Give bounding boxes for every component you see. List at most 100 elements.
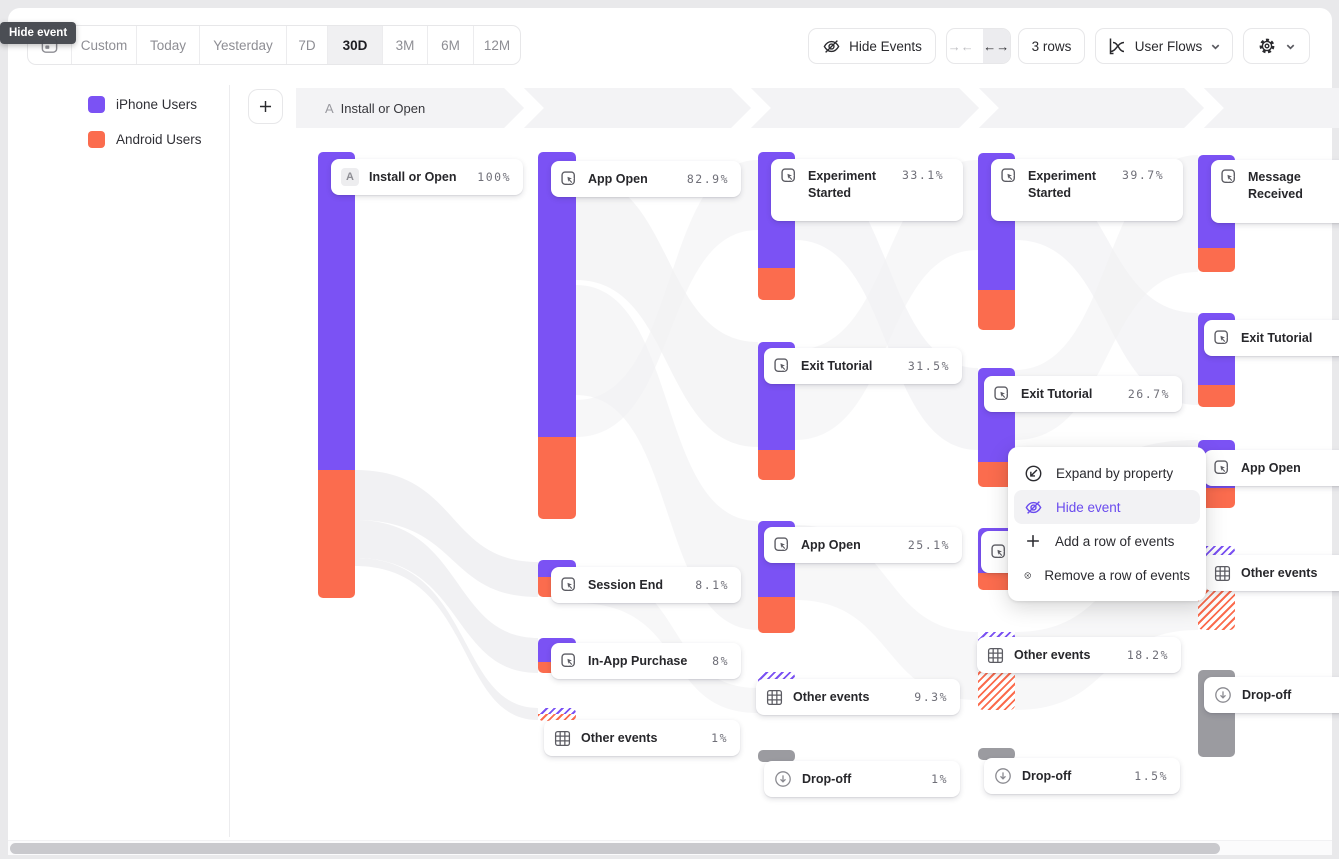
- flow-node-other-events-4[interactable]: Other events 18.2%: [977, 637, 1181, 673]
- node-label: Exit Tutorial: [1241, 331, 1313, 345]
- menu-item-add-a-row-of-events[interactable]: Add a row of events: [1014, 524, 1200, 558]
- date-range-3m[interactable]: 3M: [383, 26, 428, 64]
- date-range-6m[interactable]: 6M: [428, 26, 474, 64]
- flow-node-message-received-5[interactable]: Message Received: [1211, 160, 1339, 223]
- flow-bar-install-or-open-1[interactable]: [318, 470, 355, 598]
- flow-node-other-events-3[interactable]: Other events 9.3%: [756, 679, 960, 715]
- flow-node-other-events-2[interactable]: Other events 1%: [544, 720, 740, 756]
- flow-bar-drop-off-3[interactable]: [758, 750, 795, 762]
- flow-bar-exit-tutorial-5[interactable]: [1198, 385, 1235, 407]
- date-range-7d[interactable]: 7D: [287, 26, 328, 64]
- settings-dropdown[interactable]: [1243, 28, 1310, 64]
- hide-events-button[interactable]: Hide Events: [808, 28, 936, 64]
- flow-bar-install-or-open-1[interactable]: [318, 152, 355, 470]
- drop-off-icon: [775, 771, 791, 787]
- scrollbar-thumb[interactable]: [10, 843, 1220, 854]
- date-range-yesterday[interactable]: Yesterday: [200, 26, 287, 64]
- node-label: Drop-off: [1242, 688, 1292, 702]
- flow-node-app-open-3[interactable]: App Open 25.1%: [764, 527, 962, 563]
- node-percentage: 26.7%: [1127, 387, 1170, 401]
- collapse-columns-icon[interactable]: →←: [947, 38, 974, 54]
- eye-off-icon: [823, 39, 840, 53]
- chevron-down-icon: [1286, 44, 1295, 50]
- user-flows-icon: [1109, 38, 1124, 55]
- flow-bar-app-open-2[interactable]: [538, 152, 576, 437]
- flow-bar-experiment-started-3[interactable]: [758, 268, 795, 300]
- legend-label: iPhone Users: [116, 97, 198, 112]
- horizontal-scrollbar[interactable]: [8, 840, 1332, 855]
- event-cursor-icon: [1214, 329, 1228, 344]
- flow-node-drop-off-3[interactable]: Drop-off 1%: [764, 761, 960, 797]
- node-label: Exit Tutorial: [1021, 387, 1093, 401]
- node-label: Other events: [1241, 566, 1318, 580]
- legend-swatch: [88, 131, 105, 148]
- flow-bar-other-events-2[interactable]: [538, 714, 576, 721]
- other-events-grid-icon: [554, 730, 571, 746]
- hide-events-label: Hide Events: [849, 38, 922, 54]
- flow-bar-message-received-5[interactable]: [1198, 248, 1235, 272]
- series-legend: iPhone Users Android Users: [88, 96, 202, 166]
- event-cursor-icon: [1221, 169, 1235, 183]
- node-percentage: 100%: [477, 170, 511, 184]
- node-label: Install or Open: [369, 170, 457, 184]
- flow-node-session-end-2[interactable]: Session End 8.1%: [551, 567, 741, 603]
- rows-button[interactable]: 3 rows: [1018, 28, 1085, 64]
- legend-item-1[interactable]: Android Users: [88, 131, 202, 148]
- flow-node-drop-off-4[interactable]: Drop-off 1.5%: [984, 758, 1180, 794]
- flow-node-exit-tutorial-5[interactable]: Exit Tutorial: [1204, 320, 1339, 356]
- hide-event-tooltip: Hide event: [0, 22, 77, 44]
- flow-bar-exit-tutorial-3[interactable]: [758, 450, 795, 480]
- flow-bar-experiment-started-4[interactable]: [978, 290, 1015, 330]
- flow-node-other-events-5[interactable]: Other events: [1204, 555, 1339, 591]
- view-type-dropdown[interactable]: User Flows: [1095, 28, 1233, 64]
- date-range-12m[interactable]: 12M: [483, 37, 511, 53]
- other-events-grid-icon: [1214, 565, 1231, 581]
- flow-node-experiment-started-4[interactable]: Experiment Started 39.7%: [991, 159, 1183, 221]
- date-range-control[interactable]: Custom Today Yesterday 7D 30D 3M 6M 12M: [27, 25, 521, 65]
- flow-bar-other-events-2[interactable]: [538, 708, 576, 714]
- flow-bar-app-open-3[interactable]: [758, 597, 795, 633]
- node-label: Exit Tutorial: [801, 359, 873, 373]
- date-range-custom[interactable]: Custom: [72, 26, 137, 64]
- node-label: App Open: [1241, 461, 1301, 475]
- event-cursor-icon: [991, 543, 1005, 558]
- date-range-30d[interactable]: 30D: [328, 26, 383, 64]
- menu-item-hide-event[interactable]: Hide event: [1014, 490, 1200, 524]
- flow-node-in-app-purchase-2[interactable]: In-App Purchase 8%: [551, 643, 741, 679]
- event-cursor-icon: [561, 652, 575, 667]
- flow-node-exit-tutorial-3[interactable]: Exit Tutorial 31.5%: [764, 348, 962, 384]
- flow-node-install-or-open-1[interactable]: A Install or Open 100%: [331, 159, 523, 195]
- node-label: In-App Purchase: [588, 654, 688, 668]
- legend-item-0[interactable]: iPhone Users: [88, 96, 202, 113]
- node-percentage: 9.3%: [914, 690, 948, 704]
- add-step-button[interactable]: [248, 89, 283, 124]
- flow-node-app-open-2[interactable]: App Open 82.9%: [551, 161, 741, 197]
- node-percentage: 8.1%: [695, 578, 729, 592]
- flow-node-drop-off-5[interactable]: Drop-off: [1204, 677, 1339, 713]
- node-label: Other events: [1014, 648, 1091, 662]
- node-label: Session End: [588, 578, 664, 592]
- node-percentage: 39.7%: [1122, 168, 1165, 182]
- node-percentage: 25.1%: [907, 538, 950, 552]
- flow-node-experiment-started-3[interactable]: Experiment Started 33.1%: [771, 159, 963, 221]
- plus-icon: [1027, 535, 1039, 547]
- event-cursor-icon: [561, 576, 575, 591]
- expand-by-property-icon: [1025, 465, 1042, 481]
- drop-off-icon: [1215, 687, 1231, 703]
- flow-bar-hidden-node-4[interactable]: [978, 573, 1015, 590]
- flow-node-app-open-5[interactable]: App Open: [1204, 450, 1339, 486]
- flow-bar-drop-off-4[interactable]: [978, 748, 1015, 760]
- collapse-expand-toggle[interactable]: →← ←→: [946, 28, 1011, 64]
- expand-columns-icon[interactable]: ←→: [982, 29, 1010, 63]
- flow-bar-app-open-2[interactable]: [538, 437, 576, 519]
- menu-item-remove-a-row-of-events[interactable]: Remove a row of events: [1014, 558, 1200, 592]
- view-type-label: User Flows: [1134, 38, 1203, 54]
- flow-bar-app-open-5[interactable]: [1198, 488, 1235, 508]
- step-breadcrumb-band[interactable]: A Install or Open: [296, 86, 1339, 130]
- menu-item-expand-by-property[interactable]: Expand by property: [1014, 456, 1200, 490]
- remove-row-icon: [1024, 571, 1031, 579]
- flow-node-exit-tutorial-4[interactable]: Exit Tutorial 26.7%: [984, 376, 1182, 412]
- date-range-today[interactable]: Today: [137, 26, 200, 64]
- node-label: Other events: [793, 690, 870, 704]
- legend-divider: [229, 85, 230, 837]
